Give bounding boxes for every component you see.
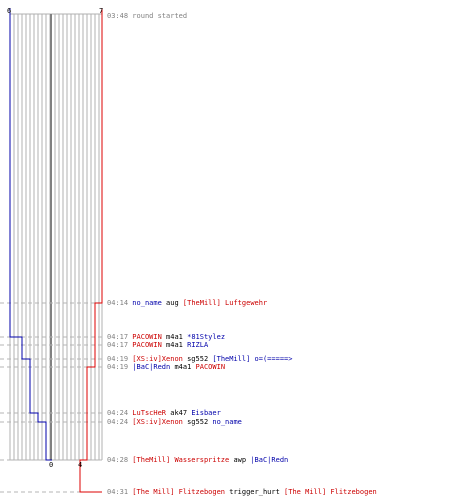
kill-log-row: 04:24 [XS:iv]Xenon sg552 no_name — [107, 418, 242, 426]
event-text: awp — [229, 456, 251, 464]
event-time: 04:17 — [107, 341, 133, 349]
event-time: 04:17 — [107, 333, 133, 341]
kill-log-row: 04:19 [XS:iv]Xenon sg552 [TheMill] o=(==… — [107, 355, 292, 363]
blue-start-count: 6 — [7, 7, 12, 15]
kill-log-row: 04:14 no_name aug [TheMill] Luftgewehr — [107, 299, 267, 307]
event-time: 04:19 — [107, 363, 133, 371]
event-text: LuTscHeR — [132, 409, 167, 417]
event-text: RIZLA — [187, 341, 209, 349]
red-team-line — [79, 8, 103, 493]
event-text: m4a1 — [161, 341, 188, 349]
kill-log-row: 04:28 [TheMill] Wasserspritze awp |BaC|R… — [107, 456, 288, 464]
event-text: ak47 — [166, 409, 192, 417]
event-text: [TheMill] o=(=====> — [212, 355, 293, 363]
event-time: 04:24 — [107, 409, 133, 417]
red-start-count: 7 — [99, 7, 104, 15]
kill-log-row: 04:17 PACOWIN m4a1 RIZLA — [107, 341, 208, 349]
event-text: *81Stylez — [187, 333, 226, 341]
event-time: 04:14 — [107, 299, 133, 307]
event-text: aug — [161, 299, 183, 307]
event-text: no_name — [212, 418, 242, 426]
kill-log-row: 04:19 |BaC|Redn m4a1 PACOWIN — [107, 363, 225, 371]
event-text: [TheMill] Wasserspritze — [132, 456, 230, 464]
event-time: 03:48 — [107, 12, 133, 20]
event-text: PACOWIN — [132, 341, 162, 349]
event-time: 04:31 — [107, 488, 133, 496]
event-text: no_name — [132, 299, 162, 307]
event-text: sg552 — [182, 418, 213, 426]
kill-log-row: 04:24 LuTscHeR ak47 Eisbaer — [107, 409, 221, 417]
event-text: trigger_hurt — [225, 488, 285, 496]
event-text: m4a1 — [161, 333, 188, 341]
blue-team-line — [9, 14, 52, 461]
event-text: [XS:iv]Xenon — [132, 355, 183, 363]
event-text: m4a1 — [170, 363, 196, 371]
event-time: 04:19 — [107, 355, 133, 363]
event-text: sg552 — [182, 355, 213, 363]
kill-log-row: 03:48 round started — [107, 12, 187, 20]
red-end-count: 4 — [78, 461, 83, 469]
blue-end-count: 0 — [49, 461, 54, 469]
event-time: 04:28 — [107, 456, 133, 464]
event-text: PACOWIN — [132, 333, 162, 341]
event-time: 04:24 — [107, 418, 133, 426]
event-text: PACOWIN — [195, 363, 226, 371]
event-text: round started — [132, 12, 188, 20]
event-text: Eisbaer — [191, 409, 221, 417]
event-text: |BaC|Redn — [250, 456, 289, 464]
event-text: [XS:iv]Xenon — [132, 418, 183, 426]
event-text: [The Mill] Flitzebogen — [284, 488, 377, 496]
kill-log-row: 04:17 PACOWIN m4a1 *81Stylez — [107, 333, 225, 341]
event-text: [The Mill] Flitzebogen — [132, 488, 226, 496]
event-text: [TheMill] Luftgewehr — [182, 299, 268, 307]
event-text: |BaC|Redn — [132, 363, 171, 371]
kill-log-row: 04:31 [The Mill] Flitzebogen trigger_hur… — [107, 488, 377, 496]
